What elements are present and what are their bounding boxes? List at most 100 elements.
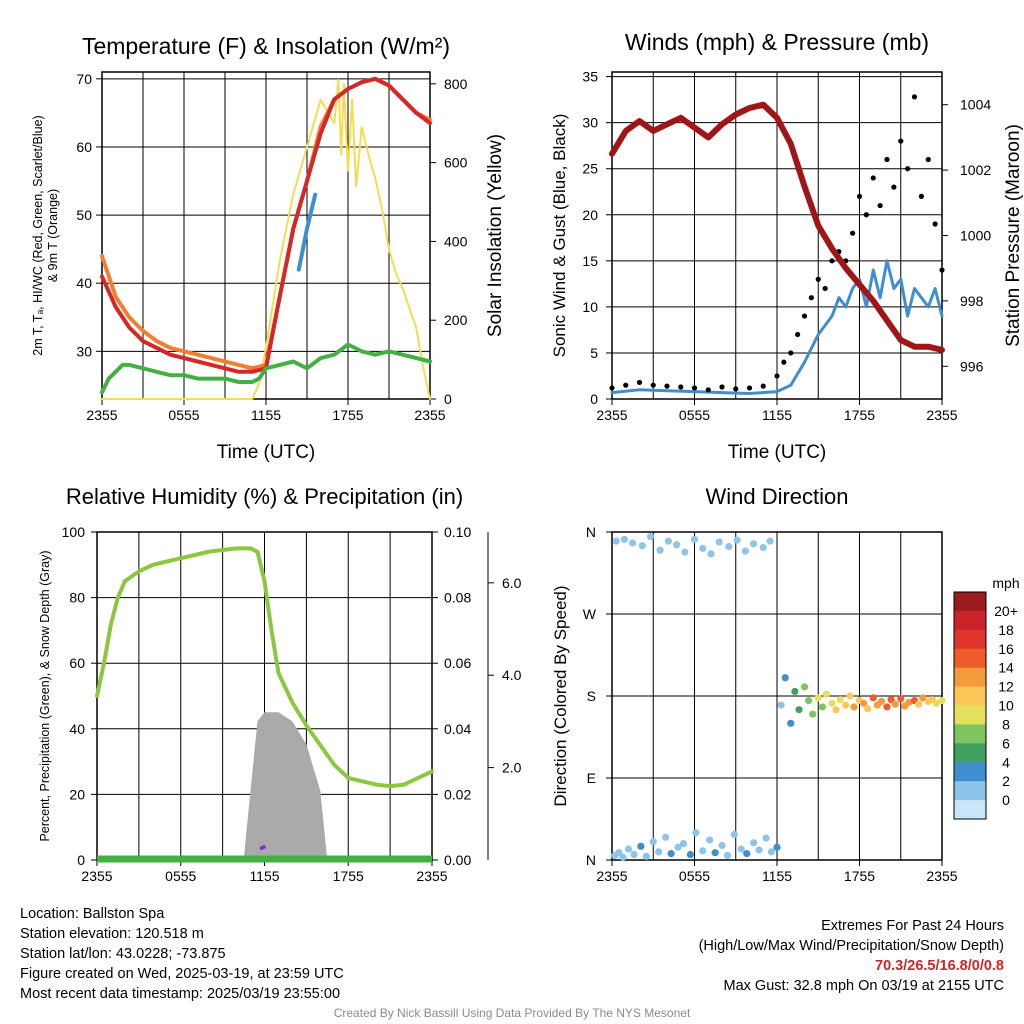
wind-direction-point — [836, 696, 844, 704]
location-text: Location: Ballston Spa — [20, 906, 165, 922]
winds-y-tick-label: 35 — [582, 69, 598, 85]
wind-direction-point — [664, 537, 672, 545]
humidity-y-axis-title: Percent, Precipitation (Green), & Snow D… — [38, 550, 52, 841]
wind-direction-point — [762, 834, 770, 842]
wind-direction-x-tick-label: 0555 — [679, 868, 710, 884]
wind-direction-point — [662, 833, 670, 841]
wind-direction-point — [864, 705, 872, 713]
wind-direction-point — [667, 850, 675, 858]
legend-label: 14 — [998, 660, 1014, 676]
humidity-x-tick-label: 1755 — [333, 868, 364, 884]
wind-direction-point — [637, 842, 645, 850]
legend-title: mph — [992, 575, 1019, 591]
legend-swatch — [954, 781, 986, 801]
wind-direction-point — [673, 541, 681, 549]
wind-direction-point — [612, 537, 620, 545]
wind-direction-point — [681, 548, 689, 556]
wind-direction-y-tick-label: S — [587, 688, 596, 704]
max-gust-text: Max Gust: 32.8 mph On 03/19 at 2155 UTC — [723, 978, 1004, 994]
wind-direction-point — [767, 848, 776, 856]
gust-point — [822, 285, 828, 292]
wind-direction-point — [619, 853, 627, 861]
winds-y-tick-label: 20 — [582, 207, 598, 223]
legend-swatch — [954, 667, 986, 688]
wind-direction-point — [750, 540, 758, 548]
gust-point — [788, 350, 794, 356]
gust-point — [891, 184, 897, 190]
wind-direction-point — [832, 706, 840, 714]
winds-x-tick-label: 2355 — [596, 407, 627, 423]
precipitation-y-tick-label: 0.06 — [444, 655, 471, 671]
recent-text: Most recent data timestamp: 2025/03/19 2… — [20, 986, 341, 1002]
gust-point — [829, 258, 835, 264]
winds-y-axis-title: Sonic Wind & Gust (Blue, Black) — [550, 114, 569, 358]
wind-direction-point — [692, 829, 700, 837]
gust-point — [863, 212, 869, 218]
wind-direction-y-tick-label: W — [583, 606, 597, 622]
wind-direction-point — [932, 699, 941, 707]
temperature-series-line-3 — [100, 342, 432, 395]
wind-direction-point — [723, 851, 732, 860]
wind-direction-point — [674, 843, 682, 851]
wind-direction-x-tick-label: 1155 — [762, 868, 792, 884]
temperature-x-axis-title: Time (UTC) — [217, 442, 316, 463]
wind-direction-point — [809, 710, 817, 718]
wind-direction-point — [814, 694, 822, 702]
legend-swatch — [954, 629, 986, 650]
extremes-subtitle: (High/Low/Max Wind/Precipitation/Snow De… — [698, 938, 1004, 954]
gust-point — [850, 230, 856, 236]
wind-direction-point — [938, 696, 946, 705]
humidity-y-tick-label: 100 — [62, 524, 86, 540]
temperature-y-axis-title-line2: & 9m T (Orange) — [46, 189, 60, 282]
wind-direction-point — [620, 535, 628, 543]
wind-direction-point — [842, 701, 850, 709]
humidity-x-tick-label: 1155 — [249, 868, 279, 884]
wind-direction-x-tick-label: 2355 — [926, 868, 957, 884]
gust-point — [905, 166, 911, 172]
humidity-x-tick-label: 2355 — [81, 868, 112, 884]
gust-point — [664, 383, 670, 389]
wind-direction-point — [686, 850, 694, 859]
temperature-x-tick-label: 2355 — [414, 407, 445, 423]
pressure-y-axis-title: Station Pressure (Maroon) — [1003, 124, 1024, 347]
wind-direction-point — [891, 700, 899, 708]
gust-point — [746, 385, 753, 391]
wind-direction-point — [649, 838, 657, 846]
wind-direction-point — [638, 542, 646, 550]
wind-direction-point — [905, 698, 913, 706]
humidity-y-tick-label: 40 — [69, 721, 85, 737]
wind-direction-point — [706, 836, 714, 844]
wind-direction-y-tick-label: N — [586, 524, 596, 540]
temperature-x-tick-label: 2355 — [86, 407, 117, 423]
snow-depth-y-tick-label: 6.0 — [502, 575, 522, 591]
winds-y-tick-label: 30 — [582, 115, 598, 131]
wind-direction-point — [642, 852, 650, 860]
gust-point — [636, 379, 643, 386]
legend-swatch — [954, 743, 986, 763]
extremes-title: Extremes For Past 24 Hours — [821, 918, 1004, 934]
gust-point — [760, 383, 766, 389]
wind-direction-point — [800, 683, 809, 691]
gust-point — [733, 386, 739, 392]
temperature-y-tick-label: 50 — [76, 207, 92, 223]
precipitation-y-tick-label: 0.10 — [444, 524, 471, 540]
gust-point — [719, 384, 725, 390]
gust-point — [691, 385, 698, 391]
legend-swatch — [954, 800, 986, 820]
wind-direction-point — [897, 695, 905, 703]
wind-direction-point — [777, 701, 785, 709]
legend-label: 2 — [1002, 773, 1010, 789]
wind-direction-point — [781, 674, 789, 682]
snow-depth-y-tick-label: 2.0 — [502, 760, 522, 776]
snow-depth-area — [97, 712, 432, 860]
wind-direction-point — [755, 846, 763, 854]
legend-frame — [953, 591, 987, 820]
chart-title-humidity: Relative Humidity (%) & Precipitation (i… — [66, 484, 463, 509]
wind-direction-point — [759, 543, 767, 552]
wind-direction-point — [718, 841, 726, 850]
legend-swatch — [954, 610, 986, 631]
insolation-y-tick-label: 800 — [444, 76, 468, 92]
temperature-y-tick-label: 60 — [76, 139, 92, 155]
insolation-line — [101, 78, 431, 400]
temperature-x-tick-label: 1155 — [251, 407, 281, 423]
